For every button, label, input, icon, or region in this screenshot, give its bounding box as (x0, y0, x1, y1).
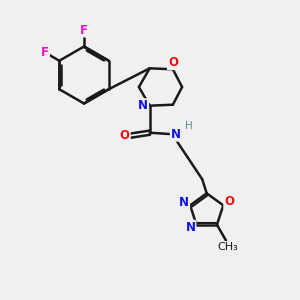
Text: CH₃: CH₃ (217, 242, 238, 252)
Text: O: O (168, 56, 178, 69)
Text: N: N (185, 221, 196, 234)
Text: O: O (224, 195, 234, 208)
Text: N: N (138, 99, 148, 112)
Text: F: F (41, 46, 49, 59)
Text: O: O (120, 129, 130, 142)
Text: N: N (179, 196, 189, 209)
Text: H: H (185, 121, 193, 131)
Text: N: N (171, 128, 181, 141)
Text: F: F (80, 23, 88, 37)
